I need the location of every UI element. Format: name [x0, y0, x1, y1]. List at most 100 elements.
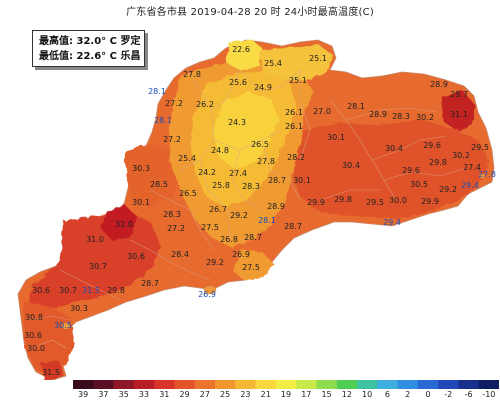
- station-value: 28.7: [141, 279, 159, 288]
- station-value: 29.6: [423, 141, 441, 150]
- station-value: 26.1: [285, 108, 303, 117]
- station-value: 28.1: [258, 216, 276, 225]
- station-value: 27.8: [257, 157, 275, 166]
- max-value-line: 最高值: 32.0° C 罗定: [39, 36, 141, 47]
- legend-label: 12: [341, 390, 352, 399]
- station-value: 28.1: [347, 102, 365, 111]
- station-value: 29.4: [383, 218, 401, 227]
- station-value: 27.8: [183, 70, 201, 79]
- legend-label: 39: [78, 390, 89, 399]
- station-value: 28.9: [369, 110, 387, 119]
- station-value: 27.2: [163, 135, 181, 144]
- station-value: 29.6: [402, 166, 420, 175]
- legend-label: 15: [321, 390, 332, 399]
- station-value: 26.8: [220, 235, 238, 244]
- legend-label: 19: [280, 390, 292, 399]
- station-value: 29.8: [429, 158, 447, 167]
- county-boundaries: [29, 67, 467, 349]
- legend-label: 10: [362, 390, 373, 399]
- station-value: 22.6: [232, 45, 250, 54]
- station-value: 26.7: [209, 205, 227, 214]
- station-value: 25.1: [309, 54, 327, 63]
- station-value: 24.9: [254, 83, 272, 92]
- station-value: 29.2: [206, 258, 224, 267]
- map-title: 广东省各市县 2019-04-28 20 时 24小时最高温度(C): [126, 7, 374, 18]
- station-value: 30.6: [32, 286, 50, 295]
- legend-labels: 39 37 35 33 31 29 27 25 23 21 19 17 15 12 10 6 2 0 -2 -6 -10: [73, 390, 499, 402]
- legend-swatch: [478, 380, 499, 389]
- station-value: 28.2: [287, 153, 305, 162]
- station-value: 28.3: [392, 112, 410, 121]
- station-value: 30.7: [89, 262, 107, 271]
- station-value: 30.0: [389, 196, 407, 205]
- legend-label: 31: [159, 390, 170, 399]
- station-value: 29.9: [307, 198, 325, 207]
- legend-swatch: [458, 380, 480, 389]
- legend-swatch: [357, 380, 378, 389]
- station-value: 29.5: [471, 143, 489, 152]
- legend-swatch: [113, 380, 135, 389]
- color-legend: [73, 380, 499, 389]
- station-value: 29.8: [107, 286, 125, 295]
- station-value: 30.6: [24, 331, 42, 340]
- station-value: 28.7: [268, 176, 286, 185]
- station-value: 29.2: [230, 211, 248, 220]
- station-value: 26.2: [196, 100, 214, 109]
- station-value: 27.5: [201, 223, 219, 232]
- station-value: 28.9: [267, 202, 285, 211]
- cool-zones: [168, 38, 332, 280]
- station-value: 25.4: [178, 154, 196, 163]
- legend-swatch: [235, 380, 257, 389]
- station-value: 32.0: [115, 220, 133, 229]
- station-value: 30.4: [385, 144, 403, 153]
- station-value: 27.4: [463, 163, 481, 172]
- legend-swatch: [397, 380, 419, 389]
- legend-label: 29: [179, 390, 190, 399]
- station-value: 28.9: [430, 80, 448, 89]
- legend-swatch: [377, 380, 399, 389]
- station-value: 27.2: [165, 99, 183, 108]
- legend-label: 23: [240, 390, 251, 399]
- station-value: 30.6: [127, 252, 145, 261]
- legend-label: 21: [260, 390, 271, 399]
- station-value: 26.9: [232, 250, 250, 259]
- legend-label: -10: [482, 390, 496, 399]
- station-value: 29.2: [439, 185, 457, 194]
- station-value: 27.2: [167, 224, 185, 233]
- legend-label: 37: [98, 390, 109, 399]
- station-value: 30.2: [452, 151, 470, 160]
- station-value: 28.3: [163, 210, 181, 219]
- legend-swatch: [417, 380, 439, 389]
- station-value: 28.1: [154, 116, 172, 125]
- station-value: 25.4: [264, 59, 282, 68]
- islands: [61, 173, 486, 330]
- station-value: 29.4: [461, 181, 479, 190]
- station-value: 26.5: [179, 189, 197, 198]
- legend-label: 25: [220, 390, 231, 399]
- station-value: 27.8: [478, 170, 496, 179]
- hot-spots: [40, 90, 474, 380]
- legend-swatch: [215, 380, 236, 389]
- station-value: 30.1: [327, 133, 345, 142]
- legend-swatch: [174, 380, 196, 389]
- station-value: 31.5: [42, 368, 60, 377]
- station-value: 24.2: [198, 168, 216, 177]
- station-value: 29.8: [334, 195, 352, 204]
- legend-swatch: [93, 380, 115, 389]
- legend-label: 6: [384, 390, 390, 399]
- station-value: 30.1: [293, 176, 311, 185]
- station-value: 31.5: [82, 286, 100, 295]
- extremes-box: 最高值: 32.0° C 罗定 最低值: 22.6° C 乐昌: [32, 30, 145, 67]
- station-value: 30.3: [132, 164, 150, 173]
- station-value: 24.3: [228, 118, 246, 127]
- station-value: 30.4: [342, 161, 360, 170]
- legend-swatch: [438, 380, 459, 389]
- legend-label: 27: [199, 390, 210, 399]
- station-value: 31.1: [450, 110, 468, 119]
- station-value: 30.7: [59, 286, 77, 295]
- legend-swatch: [275, 380, 297, 389]
- station-value: 27.0: [313, 107, 331, 116]
- station-value: 28.7: [244, 233, 262, 242]
- station-value: 30.3: [70, 304, 88, 313]
- legend-swatch: [154, 380, 175, 389]
